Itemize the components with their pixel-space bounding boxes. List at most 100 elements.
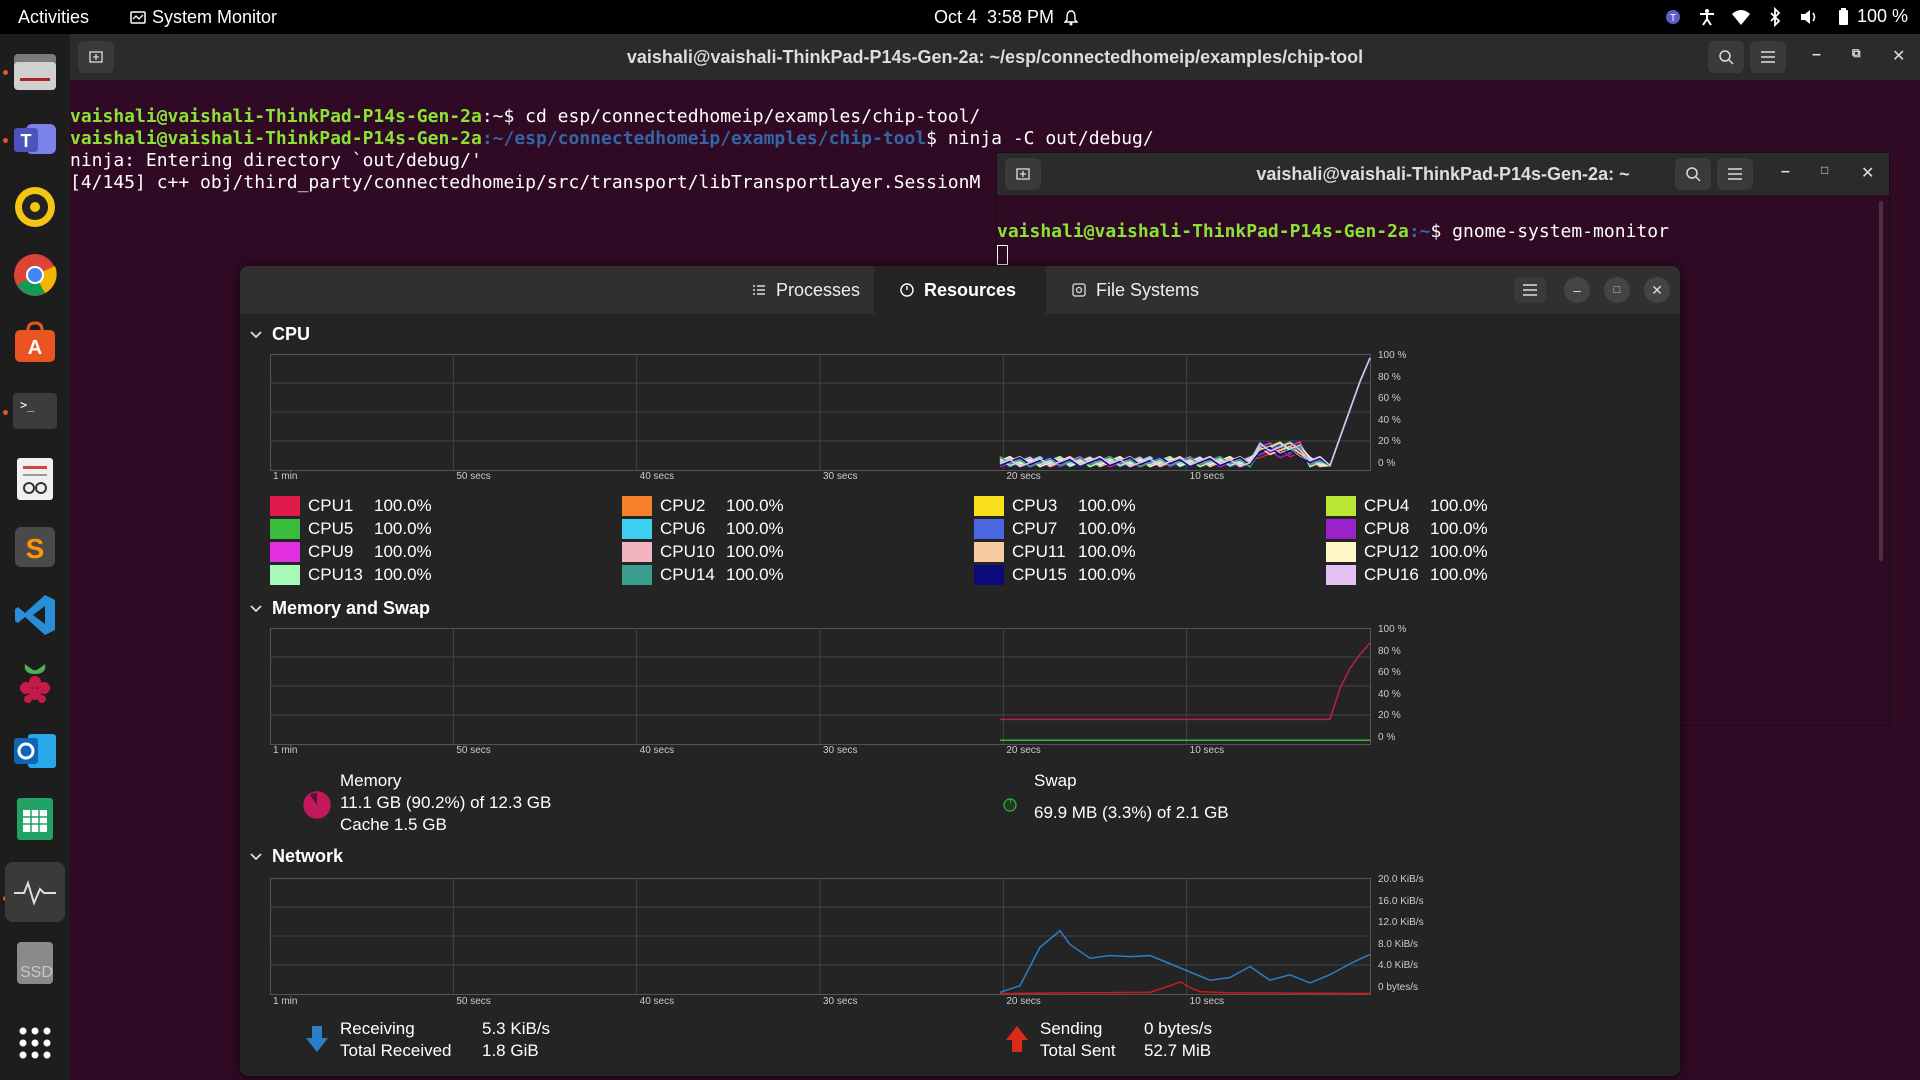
raspberry-pi-app[interactable] [10,658,60,708]
memory-section-toggle[interactable]: Memory and Swap [250,598,430,619]
close-button[interactable]: ✕ [1644,277,1670,303]
cpu-legend-item[interactable]: CPU14 100.0% [622,565,784,585]
y-tick-label: 20 % [1378,710,1401,722]
rhythmbox-app[interactable] [10,182,60,232]
cpu-legend-item[interactable]: CPU9 100.0% [270,542,432,562]
minimize-button[interactable]: – [1564,277,1590,303]
teams-app[interactable]: T [10,114,60,164]
memory-info: Memory 11.1 GB (90.2%) of 12.3 GB Cache … [340,770,551,836]
color-swatch[interactable] [1326,565,1356,585]
close-button[interactable]: ✕ [1861,165,1875,182]
cpu-legend-item[interactable]: CPU5 100.0% [270,519,432,539]
wifi-icon[interactable] [1731,7,1751,27]
color-swatch[interactable] [974,542,1004,562]
menu-button[interactable] [1750,41,1786,73]
minimize-button[interactable]: – [1781,163,1790,180]
minimize-button[interactable]: – [1812,46,1821,63]
show-apps-button[interactable] [10,1018,60,1068]
swap-value: 69.9 MB (3.3%) of 2.1 GB [1034,803,1229,822]
files-app[interactable] [10,46,60,96]
ssd-drive[interactable]: SSD [10,938,60,988]
bluetooth-icon[interactable] [1765,6,1785,27]
x-tick-label: 10 secs [1189,471,1225,482]
restore-button[interactable]: ⧉ [1852,46,1861,60]
cpu-legend-item[interactable]: CPU4 100.0% [1326,496,1488,516]
vscode-app[interactable] [10,590,60,640]
menu-button[interactable] [1717,158,1753,190]
cpu-legend-item[interactable]: CPU12 100.0% [1326,542,1488,562]
system-monitor-header[interactable]: Processes Resources File Systems – □ ✕ [240,266,1680,314]
new-tab-button[interactable] [1005,158,1041,190]
cpu-legend-item[interactable]: CPU2 100.0% [622,496,784,516]
color-swatch[interactable] [270,542,300,562]
color-swatch[interactable] [1326,519,1356,539]
tab-resources[interactable]: Resources [874,266,1046,314]
color-swatch[interactable] [270,519,300,539]
new-tab-icon [89,51,103,63]
maximize-button[interactable]: □ [1604,277,1630,303]
tab-processes[interactable]: Processes [726,266,886,314]
cpu-legend-item[interactable]: CPU15 100.0% [974,565,1136,585]
color-swatch[interactable] [974,496,1004,516]
sublime-app[interactable]: S [10,522,60,572]
y-tick-label: 20.0 KiB/s [1378,874,1424,885]
terminal-header[interactable]: vaishali@vaishali-ThinkPad-P14s-Gen-2a: … [997,153,1889,195]
terminal-header[interactable]: vaishali@vaishali-ThinkPad-P14s-Gen-2a: … [70,34,1920,80]
color-swatch[interactable] [622,496,652,516]
color-swatch[interactable] [1326,542,1356,562]
color-swatch[interactable] [622,519,652,539]
x-tick-label: 50 secs [456,471,491,482]
color-swatch[interactable] [974,519,1004,539]
cpu-legend-item[interactable]: CPU13 100.0% [270,565,432,585]
activities-button[interactable]: Activities [18,7,90,27]
spreadsheet-app[interactable] [10,794,60,844]
terminal-output[interactable]: vaishali@vaishali-ThinkPad-P14s-Gen-2a:~… [997,195,1889,309]
cpu-legend-item[interactable]: CPU8 100.0% [1326,519,1488,539]
color-swatch[interactable] [622,542,652,562]
cpu-legend-item[interactable]: CPU10 100.0% [622,542,784,562]
sending-values: 0 bytes/s 52.7 MiB [1144,1018,1212,1062]
cpu-legend-item[interactable]: CPU6 100.0% [622,519,784,539]
color-swatch[interactable] [622,565,652,585]
battery[interactable]: 100 % [1833,6,1908,27]
tab-file-systems[interactable]: File Systems [1046,266,1225,314]
cpu-legend-item[interactable]: CPU16 100.0% [1326,565,1488,585]
teams-tray-icon[interactable]: T [1663,7,1683,27]
color-swatch[interactable] [974,565,1004,585]
cpu-name: CPU5 [308,519,354,538]
outlook-app[interactable] [10,726,60,776]
text-editor-icon [17,458,53,500]
new-tab-button[interactable] [78,41,114,73]
system-tray[interactable]: T 100 % [1663,6,1908,27]
text-editor-app[interactable] [10,454,60,504]
cpu-legend-item[interactable]: CPU7 100.0% [974,519,1136,539]
terminal-app[interactable]: >_ [10,386,60,436]
network-section-toggle[interactable]: Network [250,846,343,867]
close-button[interactable]: ✕ [1892,48,1906,65]
color-swatch[interactable] [270,565,300,585]
color-swatch[interactable] [270,496,300,516]
sending-value: 0 bytes/s [1144,1019,1213,1038]
accessibility-icon[interactable] [1697,7,1717,27]
cpu-legend-item[interactable]: CPU1 100.0% [270,496,432,516]
volume-icon[interactable] [1799,7,1819,27]
terminal-icon: >_ [13,393,57,429]
cpu-legend-item[interactable]: CPU11 100.0% [974,542,1136,562]
maximize-button[interactable]: □ [1821,163,1829,177]
scrollbar[interactable] [1879,201,1883,561]
cpu-value: 100.0% [1430,496,1488,515]
system-monitor-window[interactable]: Processes Resources File Systems – □ ✕ C… [240,266,1680,1076]
cpu-value: 100.0% [374,565,432,584]
app-menu[interactable]: System Monitor [130,7,277,28]
terminal-output[interactable]: vaishali@vaishali-ThinkPad-P14s-Gen-2a:~… [70,80,1920,238]
chrome-app[interactable] [10,250,60,300]
search-button[interactable] [1708,41,1744,73]
clock[interactable]: Oct 4 3:58 PM [934,7,1079,28]
app-center[interactable]: A [10,318,60,368]
menu-button[interactable] [1514,277,1546,303]
cpu-section-toggle[interactable]: CPU [250,324,310,345]
system-monitor-app[interactable] [5,862,65,922]
cpu-legend-item[interactable]: CPU3 100.0% [974,496,1136,516]
search-button[interactable] [1675,158,1711,190]
color-swatch[interactable] [1326,496,1356,516]
